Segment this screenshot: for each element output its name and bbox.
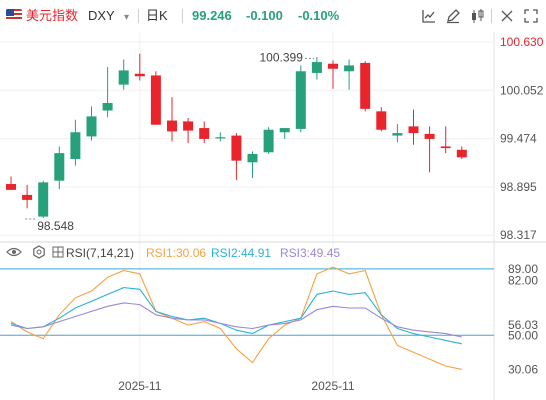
candle-body [150, 75, 161, 125]
us-flag-icon [6, 9, 22, 21]
candle-body [344, 65, 355, 72]
divider [138, 9, 139, 23]
candle-body [167, 120, 177, 132]
candle-body [86, 116, 97, 137]
rsi-tick-label: 30.06 [508, 362, 538, 376]
rsi1-value: RSI1:30.06 [146, 246, 207, 260]
price-change: -0.100 [246, 8, 283, 23]
candle-body [440, 146, 451, 149]
candle-type-icon[interactable] [468, 7, 486, 25]
crosshair-icon[interactable] [498, 7, 516, 25]
s3-rsi-line [10, 302, 462, 338]
candle-body [376, 111, 387, 130]
grid-icon[interactable] [52, 245, 64, 263]
divider [491, 9, 492, 23]
rsi-tick-label: 50.00 [508, 328, 538, 342]
period-selector[interactable]: 日K [146, 8, 168, 23]
candle-body [456, 149, 467, 158]
s2-rsi-line [10, 287, 462, 345]
candle-body [70, 132, 81, 159]
candle-body [295, 71, 306, 129]
s1-rsi-line [10, 266, 462, 370]
candle-body [263, 129, 274, 153]
high-annotation: 100.399 [260, 50, 304, 64]
price-tick-label: 98.895 [500, 180, 537, 194]
price-change-percent: -0.10% [298, 8, 340, 23]
draw-pencil-icon[interactable] [444, 7, 462, 25]
candle-body [311, 62, 322, 73]
candle-body [408, 126, 419, 134]
toolbar: 美元指数 DXY ▾ 日K 99.246 -0.100 -0.10% [0, 0, 546, 32]
eye-icon[interactable] [6, 245, 22, 263]
instrument-symbol[interactable]: DXY [88, 8, 115, 23]
divider [182, 9, 183, 23]
chevron-down-icon[interactable]: ▾ [124, 12, 130, 23]
price-tick-label: 98.317 [500, 228, 537, 242]
candle-body [54, 153, 65, 181]
fullscreen-icon[interactable] [522, 7, 540, 25]
indicator-icon[interactable] [420, 7, 438, 25]
x-tick-label: 2025-11 [311, 379, 354, 393]
x-tick-label: 2025-11 [118, 379, 161, 393]
candle-body [38, 182, 49, 217]
rsi-tick-label: 82.00 [508, 274, 538, 288]
rsi2-value: RSI2:44.91 [211, 246, 272, 260]
price-tick-label: 100.052 [500, 83, 544, 97]
candle-body [360, 62, 371, 109]
rsi-tick-label: 56.03 [508, 318, 538, 332]
candle-body [22, 194, 33, 200]
candle-body [279, 128, 290, 133]
candle-body [424, 133, 435, 139]
candle-body [183, 121, 194, 131]
price-tick-label: 99.474 [500, 132, 537, 146]
candle-body [102, 103, 113, 111]
candle-body [328, 63, 338, 69]
rsi3-value: RSI3:49.45 [280, 246, 341, 260]
candle-body [118, 70, 129, 85]
settings-icon[interactable] [32, 245, 46, 263]
last-price: 99.246 [192, 8, 232, 23]
candle-body [215, 137, 226, 139]
candle-body [199, 128, 210, 139]
candle-body [247, 153, 258, 163]
candle-body [134, 73, 145, 77]
rsi-label: RSI(7,14,21) [66, 246, 135, 260]
instrument-name[interactable]: 美元指数 [26, 8, 79, 23]
low-annotation: 98.548 [37, 219, 74, 233]
candle-body [6, 184, 16, 190]
rsi-tick-label: 89.00 [508, 262, 538, 276]
price-tick-label: 100.630 [500, 35, 544, 49]
candle-body [231, 135, 242, 161]
candle-body [392, 133, 403, 136]
